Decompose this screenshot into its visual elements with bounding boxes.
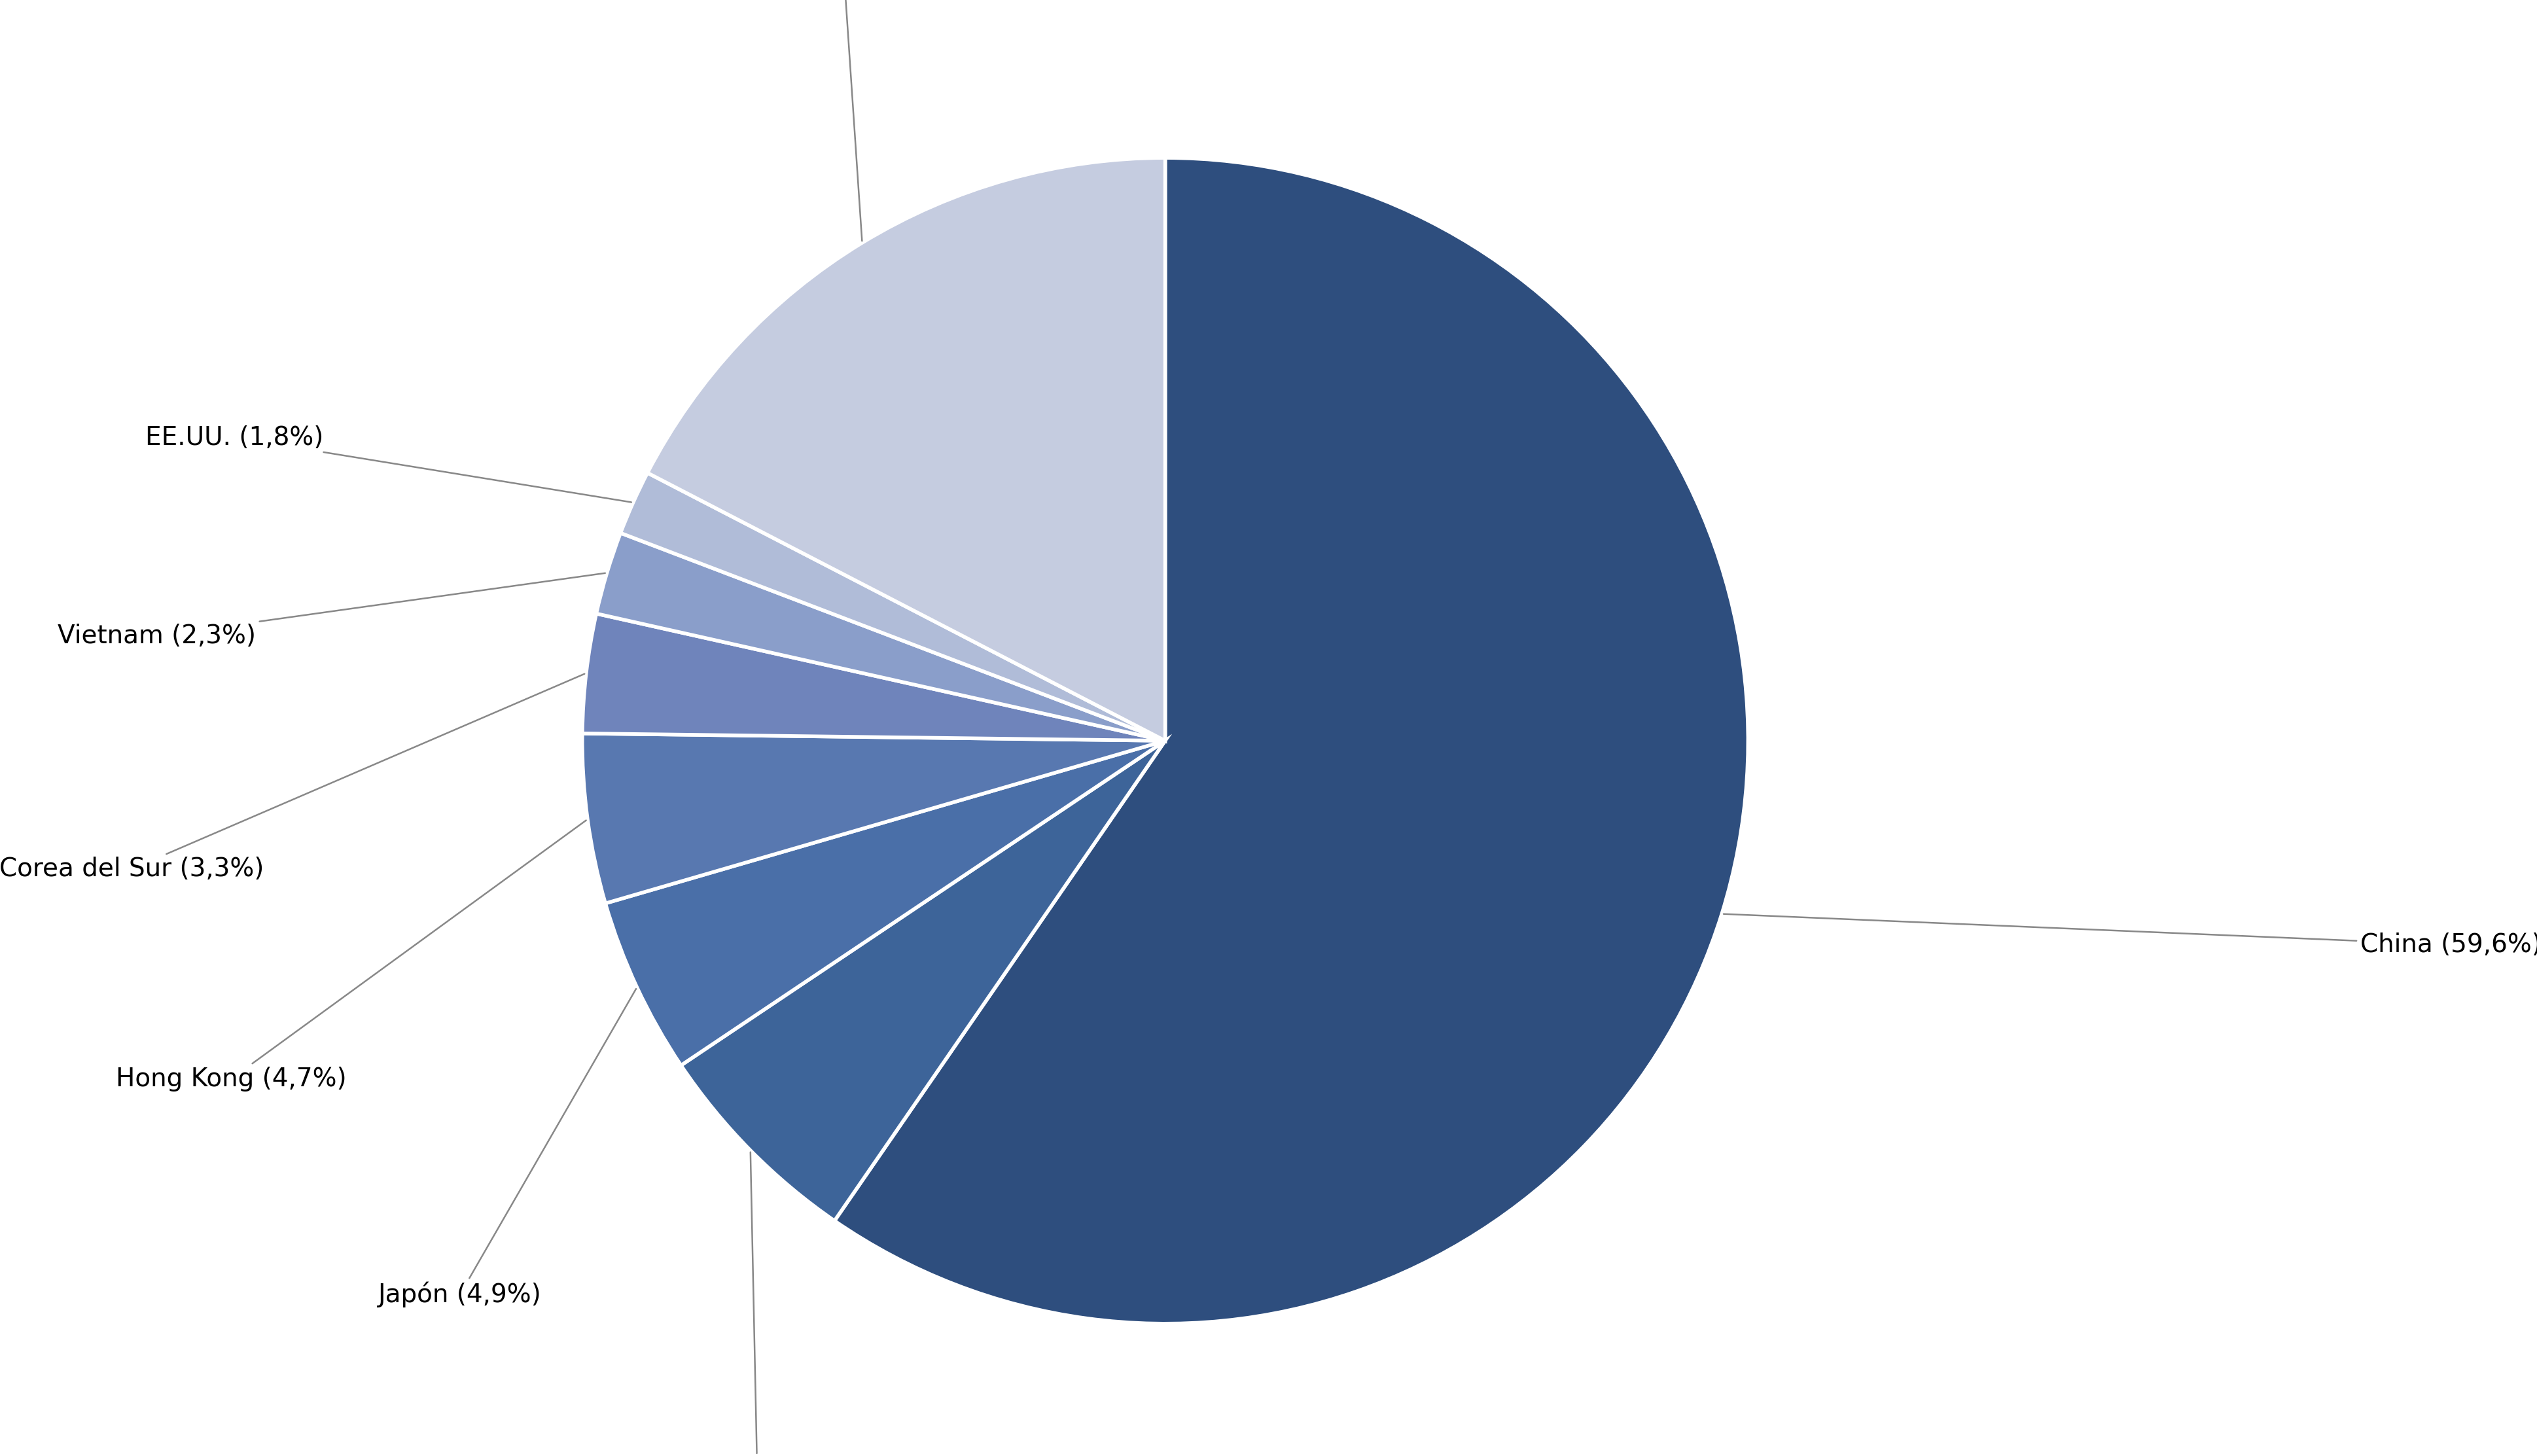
Wedge shape <box>835 157 1748 1324</box>
Text: Otros (17,4%): Otros (17,4%) <box>756 0 934 240</box>
Wedge shape <box>584 734 1164 903</box>
Wedge shape <box>622 473 1164 741</box>
Wedge shape <box>596 533 1164 741</box>
Wedge shape <box>584 613 1164 741</box>
Text: EE.UU. (1,8%): EE.UU. (1,8%) <box>145 425 632 502</box>
Text: Corea del Sur (3,3%): Corea del Sur (3,3%) <box>0 674 584 881</box>
Text: Vietnam (2,3%): Vietnam (2,3%) <box>58 574 606 648</box>
Text: Hong Kong (4,7%): Hong Kong (4,7%) <box>117 820 586 1091</box>
Text: Japón (4,9%): Japón (4,9%) <box>378 989 637 1307</box>
Wedge shape <box>606 741 1164 1066</box>
Text: Filipinas (6%): Filipinas (6%) <box>672 1152 842 1456</box>
Text: China (59,6%): China (59,6%) <box>1723 914 2537 957</box>
Wedge shape <box>680 741 1164 1220</box>
Wedge shape <box>647 157 1164 741</box>
